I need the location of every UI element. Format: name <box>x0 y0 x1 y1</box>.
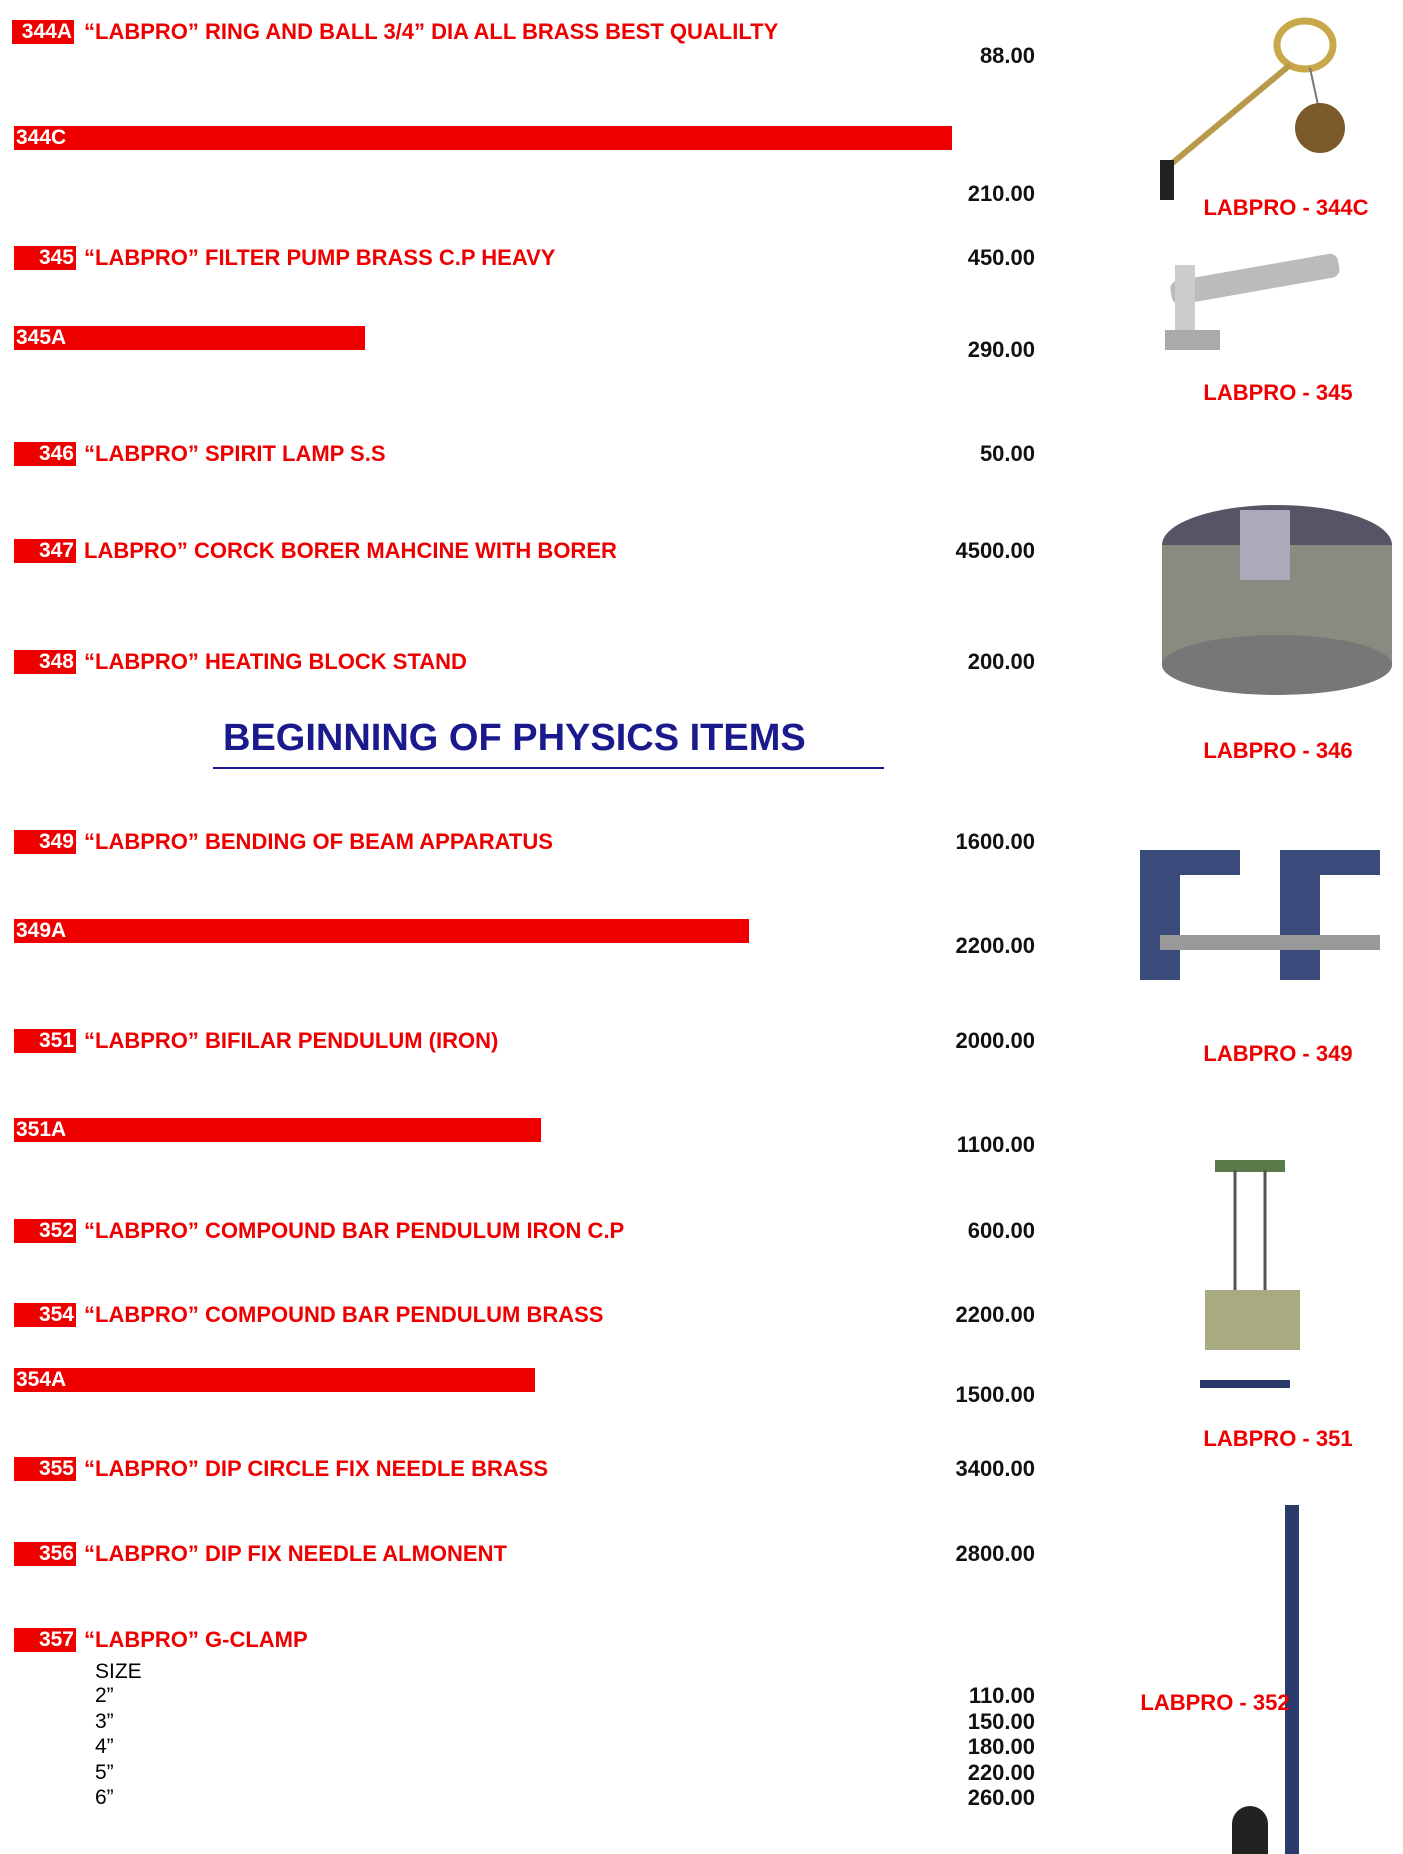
product-image <box>1160 21 1345 200</box>
product-image <box>1162 505 1392 695</box>
code-bar: 349A <box>14 919 749 943</box>
item-price: 1500.00 <box>835 1383 1035 1407</box>
image-caption: LABPRO - 344C <box>1156 196 1403 220</box>
code-badge: 354 <box>14 1303 76 1327</box>
item-price: 2200.00 <box>835 934 1035 958</box>
item-price: 290.00 <box>835 338 1035 362</box>
item-name: LABPRO” CORCK BORER MAHCINE WITH BORER <box>84 539 617 563</box>
item-name: “LABPRO” RING AND BALL 3/4” DIA ALL BRAS… <box>84 20 804 44</box>
image-caption: LABPRO - 346 <box>1148 739 1403 763</box>
item-price: 1100.00 <box>835 1133 1035 1157</box>
code-badge: 345 <box>14 246 76 270</box>
code-badge: 351 <box>14 1029 76 1053</box>
size-price: 150.00 <box>835 1710 1035 1734</box>
product-image <box>1200 1160 1300 1388</box>
size: 4” <box>95 1735 114 1758</box>
code-badge: 347 <box>14 539 76 563</box>
item-price: 4500.00 <box>835 539 1035 563</box>
item-price: 600.00 <box>835 1219 1035 1243</box>
item-price: 2800.00 <box>835 1542 1035 1566</box>
size: 2” <box>95 1684 114 1707</box>
item-name: “LABPRO” DIP CIRCLE FIX NEEDLE BRASS <box>84 1457 548 1481</box>
code-badge: 352 <box>14 1219 76 1243</box>
size-price: 180.00 <box>835 1735 1035 1759</box>
item-name: “LABPRO” FILTER PUMP BRASS C.P HEAVY <box>84 246 555 270</box>
item-price: 200.00 <box>835 650 1035 674</box>
item-name: “LABPRO” BIFILAR PENDULUM (IRON) <box>84 1029 498 1053</box>
code-badge: 346 <box>14 442 76 466</box>
item-price: 2200.00 <box>835 1303 1035 1327</box>
size: 6” <box>95 1786 114 1809</box>
image-caption: LABPRO - 349 <box>1148 1042 1403 1066</box>
code-bar: 344C <box>14 126 952 150</box>
item-name: “LABPRO” G-CLAMP <box>84 1628 308 1652</box>
item-name: “LABPRO” HEATING BLOCK STAND <box>84 650 467 674</box>
item-price: 50.00 <box>835 442 1035 466</box>
item-name: “LABPRO” SPIRIT LAMP S.S <box>84 442 386 466</box>
code-bar: 351A <box>14 1118 541 1142</box>
section-heading: BEGINNING OF PHYSICS ITEMS <box>223 718 806 760</box>
item-name: “LABPRO” DIP FIX NEEDLE ALMONENT <box>84 1542 507 1566</box>
item-name: “LABPRO” COMPOUND BAR PENDULUM BRASS <box>84 1303 603 1327</box>
code-badge: 344A <box>12 20 74 44</box>
size-price: 260.00 <box>835 1786 1035 1810</box>
code-badge: 357 <box>14 1628 76 1652</box>
catalog-page: 344A “LABPRO” RING AND BALL 3/4” DIA ALL … <box>0 0 1403 1854</box>
code-badge: 355 <box>14 1457 76 1481</box>
code-bar: 354A <box>14 1368 535 1392</box>
product-image <box>1140 850 1380 980</box>
code-badge: 349 <box>14 830 76 854</box>
code-bar: 345A <box>14 326 365 350</box>
size-price: 220.00 <box>835 1761 1035 1785</box>
item-price: 2000.00 <box>835 1029 1035 1053</box>
item-price: 3400.00 <box>835 1457 1035 1481</box>
image-caption: LABPRO - 352 <box>1085 1691 1345 1715</box>
product-image <box>1165 253 1341 350</box>
item-price: 210.00 <box>835 182 1035 206</box>
image-caption: LABPRO - 345 <box>1148 381 1403 405</box>
image-caption: LABPRO - 351 <box>1148 1427 1403 1451</box>
item-price: 450.00 <box>835 246 1035 270</box>
size: 3” <box>95 1710 114 1733</box>
code-badge: 356 <box>14 1542 76 1566</box>
item-name: “LABPRO” BENDING OF BEAM APPARATUS <box>84 830 553 854</box>
item-price: 1600.00 <box>835 830 1035 854</box>
size: 5” <box>95 1761 114 1784</box>
item-name: “LABPRO” COMPOUND BAR PENDULUM IRON C.P <box>84 1219 624 1243</box>
size-label: SIZE <box>95 1660 142 1683</box>
code-badge: 348 <box>14 650 76 674</box>
item-price: 88.00 <box>835 44 1035 68</box>
size-price: 110.00 <box>835 1684 1035 1708</box>
product-image <box>1232 1505 1299 1854</box>
